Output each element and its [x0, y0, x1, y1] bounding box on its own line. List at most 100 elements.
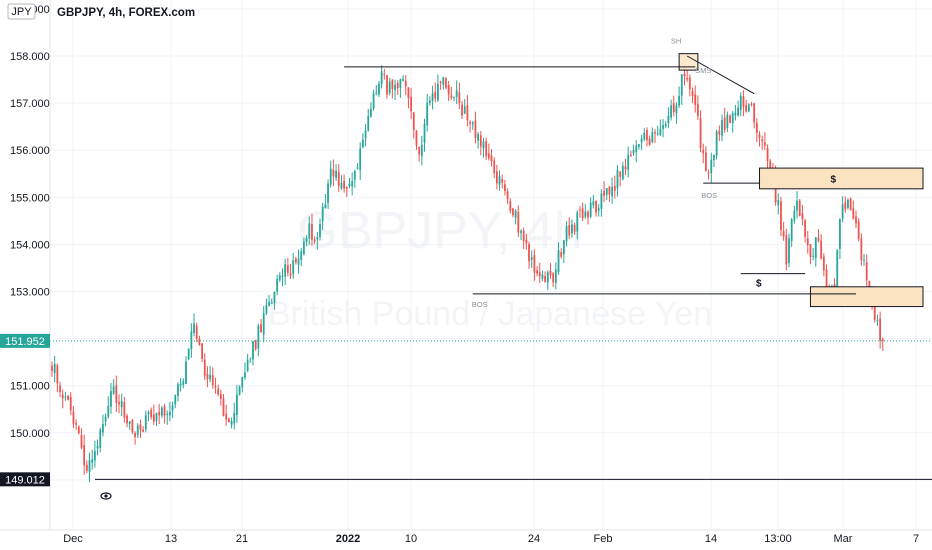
- candle-body: [868, 280, 871, 288]
- candle-body: [809, 244, 812, 257]
- eye-icon[interactable]: [100, 492, 112, 500]
- candle-body: [857, 221, 860, 239]
- candle-body: [817, 237, 820, 241]
- candle-body: [241, 376, 244, 388]
- candle-body: [560, 252, 563, 257]
- candle-body: [450, 95, 453, 98]
- x-tick-label: Feb: [594, 533, 613, 545]
- y-tick-label: 153.000: [10, 287, 50, 299]
- candle-body: [806, 238, 809, 245]
- candle-body: [447, 85, 450, 95]
- candle-body: [402, 78, 404, 82]
- candle-body: [753, 103, 756, 123]
- candle-body: [423, 123, 426, 143]
- chart-title: GBPJPY, 4h, FOREX.com: [57, 7, 195, 19]
- current-price-tag: 151.952: [0, 333, 50, 348]
- candle-body: [755, 122, 758, 133]
- candle-body: [654, 132, 656, 134]
- candle-body: [474, 120, 477, 139]
- candle-body: [120, 401, 123, 408]
- candle-body: [557, 250, 560, 272]
- candle-body: [581, 208, 584, 219]
- candle-body: [796, 200, 798, 211]
- candle-body: [522, 230, 525, 242]
- candle-body: [171, 405, 174, 411]
- candle-body: [230, 420, 233, 425]
- candle-body: [102, 423, 104, 433]
- candle-body: [431, 93, 434, 101]
- candle-body: [879, 318, 882, 341]
- candle-body: [498, 176, 501, 185]
- candle-body: [616, 170, 619, 189]
- candle-body: [490, 155, 493, 162]
- candle-body: [260, 324, 262, 333]
- candle-body: [329, 168, 332, 185]
- y-tick-label: 154.000: [10, 239, 50, 251]
- candle-body: [219, 393, 222, 399]
- candle-body: [147, 411, 150, 415]
- candle-body: [399, 79, 402, 88]
- candle-body: [683, 73, 686, 77]
- candle-body: [372, 93, 375, 109]
- time-axis[interactable]: Dec 13 21 2022 10 24 Feb 14 13:00 Mar 7: [63, 533, 919, 545]
- candle-body: [707, 172, 710, 174]
- candle-body: [667, 115, 670, 123]
- candle-body: [865, 261, 868, 281]
- candle-body: [297, 258, 300, 265]
- candle-body: [662, 124, 664, 129]
- chart-drawings: SH SMS BOS BOS $ $: [50, 37, 932, 500]
- supply-zone-lower[interactable]: [809, 286, 924, 308]
- candle-body: [361, 139, 364, 148]
- candle-body: [383, 74, 386, 76]
- y-tick-label: 155.000: [10, 192, 50, 204]
- currency-badge[interactable]: JPY: [7, 3, 36, 20]
- supply-zone-upper[interactable]: [759, 167, 924, 190]
- candle-body: [257, 325, 260, 349]
- candle-body: [96, 445, 99, 449]
- candle-body: [104, 416, 107, 422]
- candle-body: [335, 170, 337, 179]
- plot-area[interactable]: [50, 0, 932, 530]
- candle-body: [203, 359, 206, 376]
- sh-label: SH: [671, 37, 681, 46]
- x-tick-label: 21: [236, 533, 248, 545]
- candle-body: [410, 96, 413, 112]
- candle-body: [461, 104, 463, 116]
- candle-body: [142, 429, 145, 432]
- candle-body: [758, 134, 761, 138]
- candle-body: [635, 145, 638, 152]
- candle-body: [790, 219, 793, 241]
- candle-body: [453, 96, 455, 98]
- candle-body: [512, 208, 514, 216]
- candle-body: [613, 185, 616, 191]
- sms-trend-line[interactable]: [686, 55, 755, 95]
- candle-body: [289, 273, 292, 276]
- candle-body: [579, 209, 581, 211]
- candle-body: [112, 386, 115, 394]
- candle-body: [624, 166, 627, 170]
- candle-body: [589, 202, 592, 217]
- candle-body: [407, 87, 410, 99]
- candle-body: [110, 391, 112, 407]
- candle-body: [761, 139, 764, 142]
- candle-body: [710, 159, 713, 174]
- candle-body: [766, 148, 769, 161]
- candle-body: [619, 171, 622, 177]
- candle-body: [458, 92, 461, 104]
- candle-body: [244, 372, 246, 378]
- sms-label: SMS: [695, 66, 711, 75]
- candle-body: [517, 211, 520, 233]
- candle-body: [160, 407, 163, 416]
- candle-body: [495, 171, 498, 184]
- candle-body: [158, 411, 161, 416]
- candle-body: [179, 383, 182, 386]
- candle-body: [742, 96, 745, 107]
- price-axis[interactable]: 159.000158.000157.000156.000155.000154.0…: [10, 4, 50, 487]
- candle-body: [211, 375, 214, 386]
- candle-body: [643, 132, 646, 140]
- candle-body: [782, 231, 785, 237]
- candle-body: [238, 386, 241, 395]
- candle-body: [568, 225, 571, 236]
- candle-body: [286, 265, 289, 273]
